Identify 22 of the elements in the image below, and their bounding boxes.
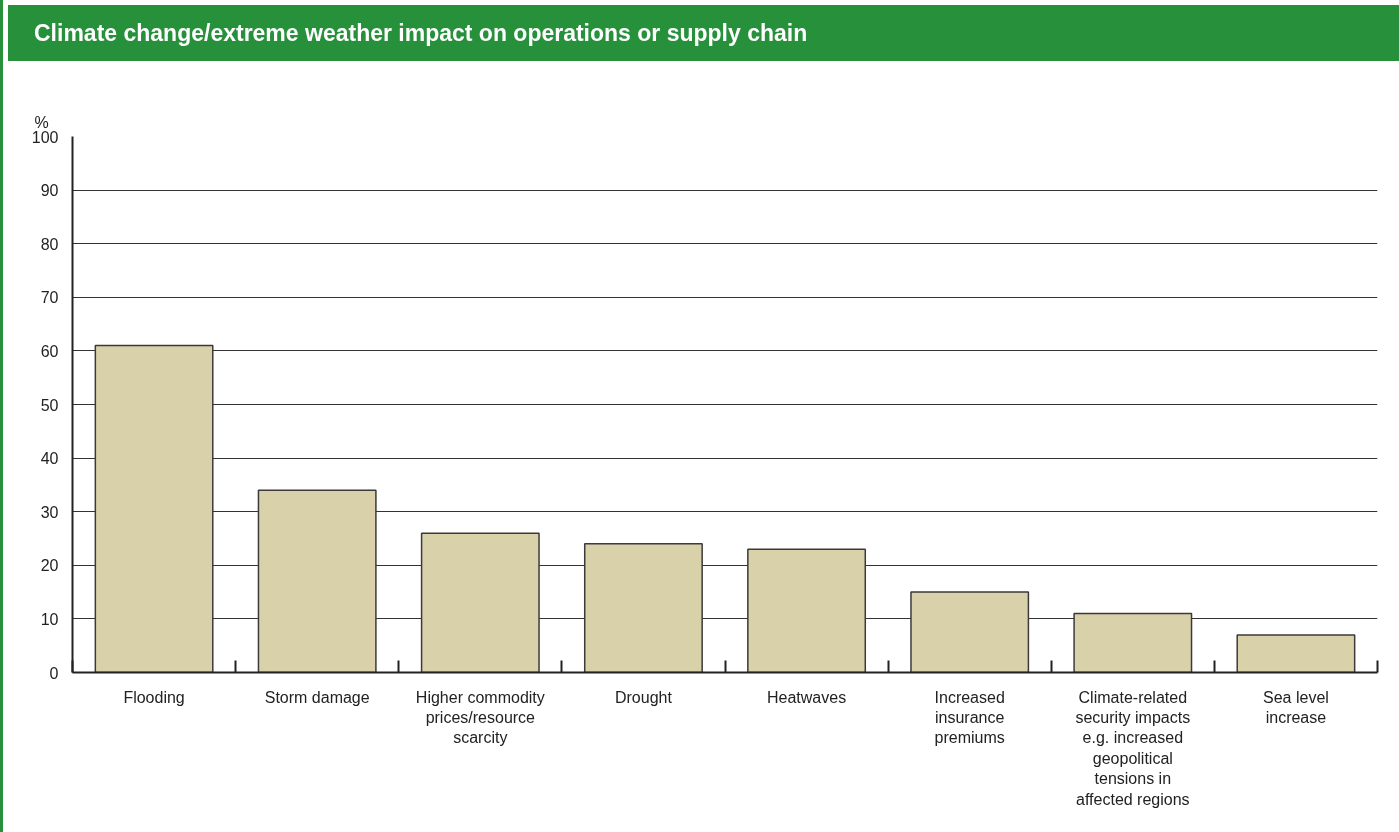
- x-tick-label: Increased insurance premiums: [934, 688, 1005, 747]
- y-tick-label: 10: [40, 610, 59, 628]
- y-tick-label: 40: [40, 450, 59, 468]
- y-tick-label: 0: [49, 664, 59, 682]
- x-tick-label: Flooding: [123, 688, 185, 706]
- x-tick-label: Drought: [614, 688, 673, 706]
- x-tick-label: Climate-related security impacts e.g. increased geopolitical tensions in affected regions: [1075, 688, 1191, 808]
- y-tick-label: 90: [40, 182, 59, 200]
- y-tick-label: 70: [40, 289, 59, 307]
- y-axis-title: %: [34, 114, 49, 131]
- bar: [1236, 634, 1356, 673]
- y-tick-label: 20: [40, 557, 59, 575]
- x-tick-label: Sea level increase: [1263, 688, 1329, 726]
- x-tick-label: Storm damage: [264, 688, 370, 706]
- y-tick-label: 50: [40, 396, 59, 414]
- x-tick-label: Higher commodity prices/resource scarcity: [415, 688, 545, 747]
- x-tick-label: Heatwaves: [766, 688, 847, 706]
- y-tick-label: 30: [40, 503, 59, 521]
- y-tick-label: 100: [31, 128, 59, 146]
- y-tick-label: 60: [40, 342, 59, 360]
- chart-title: Climate change/extreme weather impact on operations or supply chain: [34, 19, 808, 48]
- y-tick-label: 80: [40, 235, 59, 253]
